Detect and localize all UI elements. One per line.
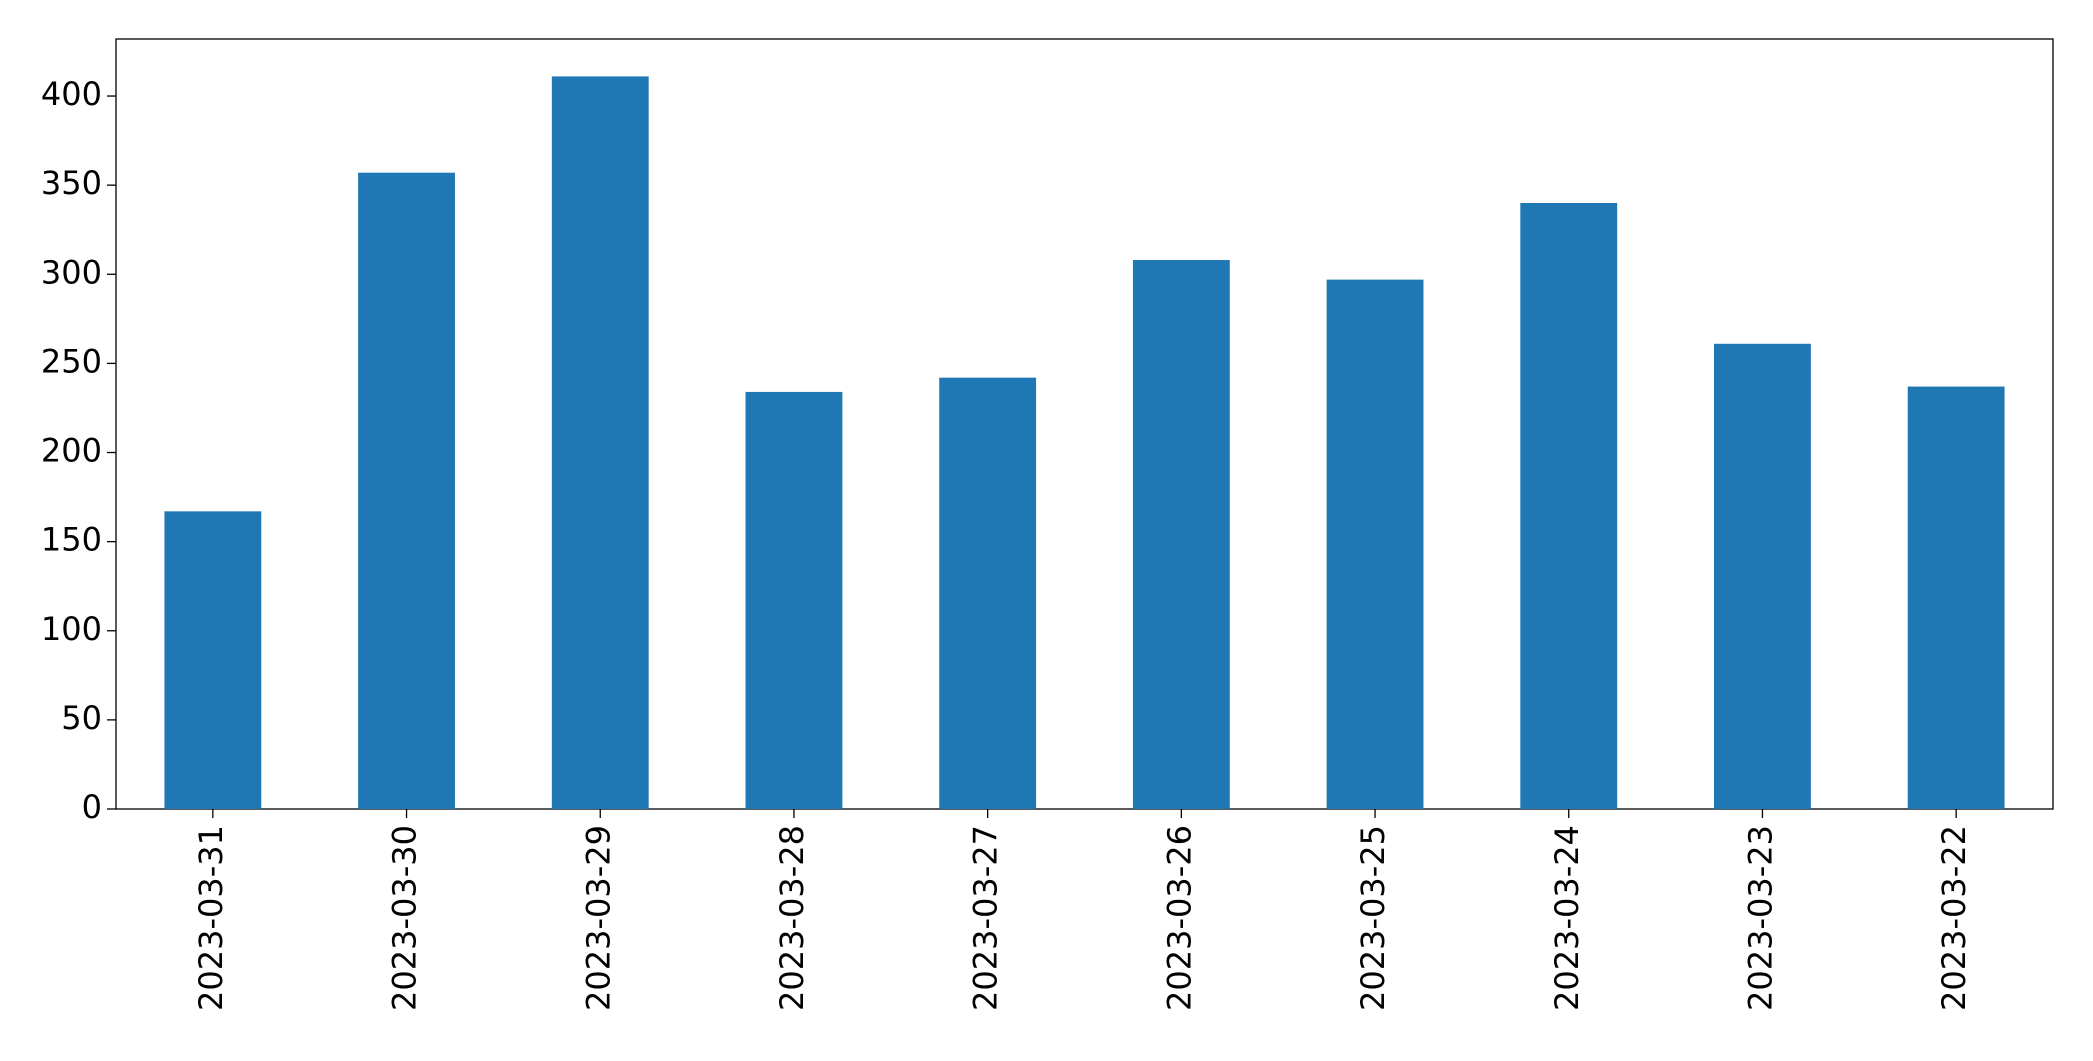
x-tick-label: 2023-03-26 [1160,825,1198,1011]
x-tick-label: 2023-03-29 [579,825,617,1011]
x-tick-label: 2023-03-22 [1935,825,1973,1011]
x-tick-label: 2023-03-24 [1548,825,1586,1011]
bar [745,391,843,809]
y-tick-label: 100 [41,610,102,648]
y-tick-label: 300 [41,253,102,291]
bar [939,377,1037,809]
bar [1907,386,2005,809]
axes-frame [115,38,2054,810]
y-tick-label: 250 [41,342,102,380]
x-tick-label: 2023-03-28 [773,825,811,1011]
x-tick-label: 2023-03-27 [967,825,1005,1011]
x-tick-label: 2023-03-25 [1354,825,1392,1011]
y-tick-label: 0 [82,788,102,826]
bar [551,76,649,810]
y-tick-label: 400 [41,75,102,113]
y-tick-label: 50 [61,699,102,737]
bar [1714,343,1811,809]
x-tick-label: 2023-03-31 [192,825,230,1011]
y-tick-label: 200 [41,432,102,470]
bar [164,511,262,809]
bar [1520,202,1618,810]
x-tick-label: 2023-03-30 [386,825,424,1011]
y-tick-label: 350 [41,164,102,202]
x-tick-label: 2023-03-23 [1741,825,1779,1011]
bar [1326,279,1424,809]
bar [358,172,455,810]
y-tick-label: 150 [41,521,102,559]
bar [1132,260,1230,809]
